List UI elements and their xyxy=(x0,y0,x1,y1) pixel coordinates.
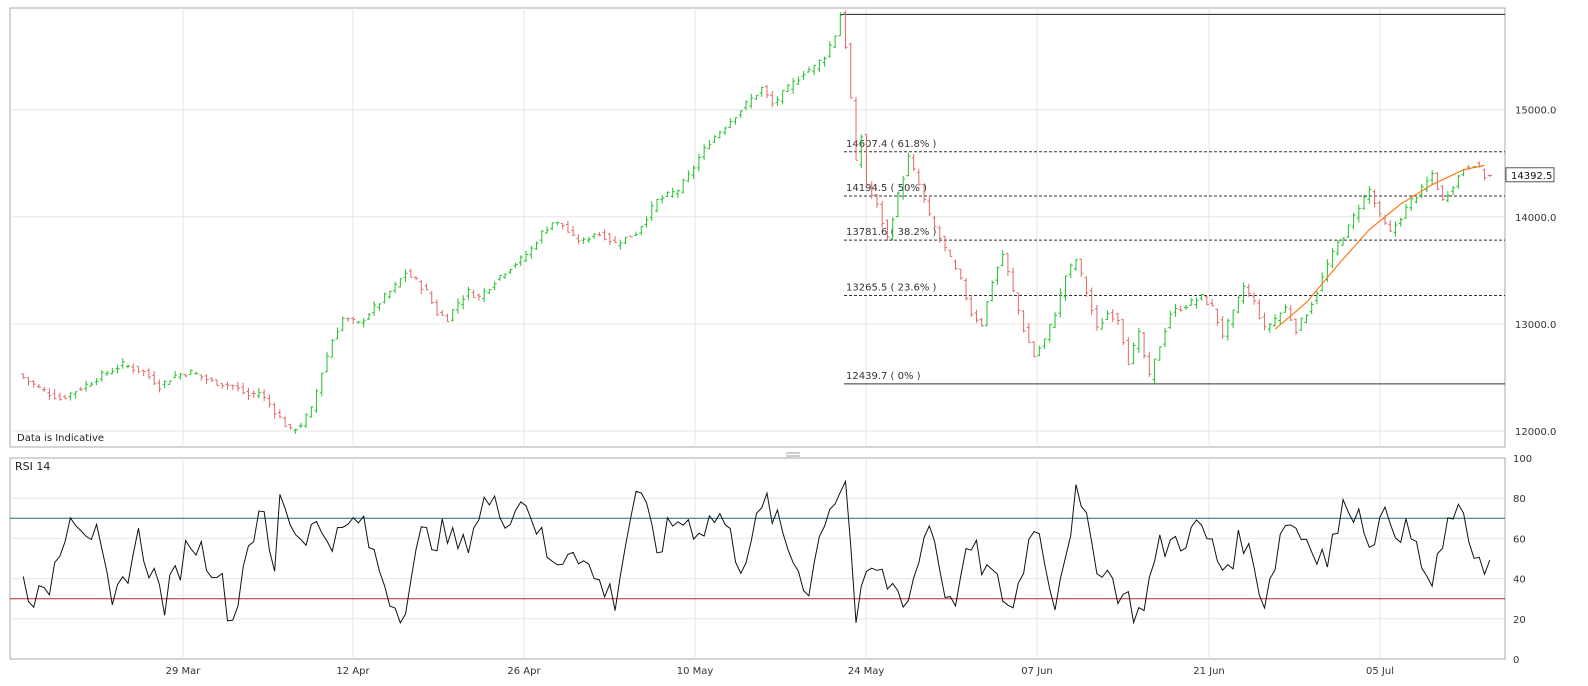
candlestick-series xyxy=(21,10,1492,434)
last-price-tag: 14392.5 xyxy=(1505,167,1555,183)
rsi-title: RSI 14 xyxy=(15,460,50,473)
date-tick-label: 10 May xyxy=(677,666,714,677)
last-price-box xyxy=(1505,167,1555,183)
date-tick-label: 12 Apr xyxy=(336,666,370,677)
rsi-tick-label: 0 xyxy=(1513,655,1519,666)
last-price-label: 14392.5 xyxy=(1511,171,1552,182)
fibonacci-levels: 14607.4 ( 61.8% ) 14194.5 ( 50% ) 13781.6 … xyxy=(840,13,1505,385)
price-tick-label: 14000.0 xyxy=(1515,213,1556,224)
rsi-tick-label: 100 xyxy=(1513,454,1532,465)
price-axis: 12000.0 13000.0 14000.0 15000.0 xyxy=(1515,106,1556,438)
trend-curve xyxy=(1274,164,1485,330)
data-indicative-note: Data is Indicative xyxy=(17,433,104,444)
rsi-tick-label: 60 xyxy=(1513,534,1526,545)
fib-level-label: 12439.7 ( 0% ) xyxy=(846,371,921,382)
fib-level-label: 13265.5 ( 23.6% ) xyxy=(846,282,937,293)
date-tick-label: 07 Jun xyxy=(1021,666,1053,677)
date-tick-label: 21 Jun xyxy=(1193,666,1225,677)
panel-splitter[interactable] xyxy=(786,452,800,457)
date-tick-label: 29 Mar xyxy=(166,666,202,677)
rsi-line xyxy=(22,479,1491,625)
date-tick-label: 05 Jul xyxy=(1366,666,1394,677)
rsi-axis: 0 20 40 60 80 100 xyxy=(1513,454,1532,666)
price-tick-label: 15000.0 xyxy=(1515,106,1556,117)
date-tick-label: 24 May xyxy=(848,666,885,677)
fib-level-label: 14607.4 ( 61.8% ) xyxy=(846,139,937,150)
rsi-series xyxy=(10,479,1505,625)
price-tick-label: 12000.0 xyxy=(1515,427,1556,438)
price-grid xyxy=(9,7,1506,448)
fib-level-label: 14194.5 ( 50% ) xyxy=(846,183,927,194)
rsi-tick-label: 20 xyxy=(1513,615,1526,626)
rsi-frame xyxy=(9,457,1506,660)
fib-level-label: 13781.6 ( 38.2% ) xyxy=(846,227,937,238)
rsi-tick-label: 40 xyxy=(1513,575,1526,586)
rsi-tick-label: 80 xyxy=(1513,494,1526,505)
rsi-grid xyxy=(9,457,1506,660)
trend-line xyxy=(1274,164,1485,330)
price-tick-label: 13000.0 xyxy=(1515,320,1556,331)
date-axis: 29 Mar 12 Apr 26 Apr 10 May 24 May 07 Jun 21 J… xyxy=(166,666,1394,677)
date-tick-label: 26 Apr xyxy=(507,666,541,677)
price-frame xyxy=(9,7,1506,448)
